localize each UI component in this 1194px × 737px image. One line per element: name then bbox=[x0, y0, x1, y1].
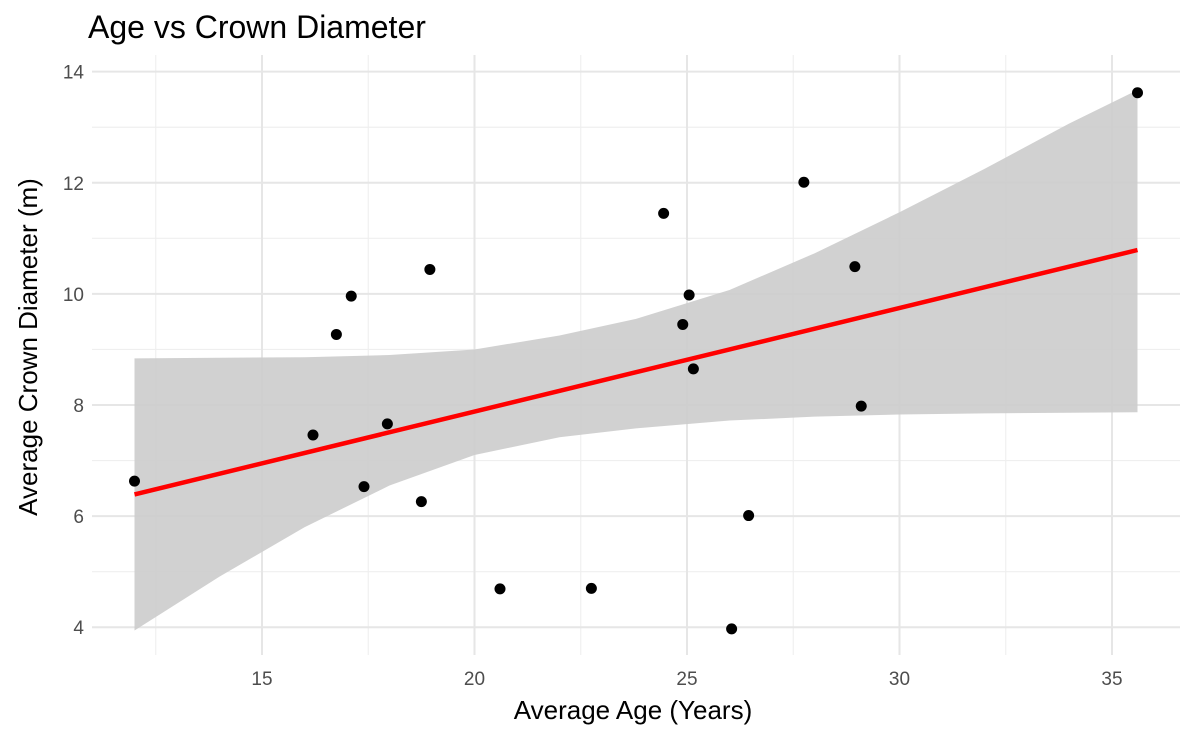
y-axis-label: Average Crown Diameter (m) bbox=[13, 178, 43, 516]
data-point-13 bbox=[687, 363, 699, 375]
confidence-band bbox=[134, 90, 1138, 631]
y-tick-label-5: 14 bbox=[63, 63, 85, 84]
data-point-12 bbox=[683, 289, 695, 301]
confidence-band-layer bbox=[134, 90, 1138, 631]
data-point-4 bbox=[358, 481, 370, 493]
x-axis-label: Average Age (Years) bbox=[514, 695, 753, 725]
data-point-0 bbox=[129, 475, 140, 487]
y-tick-label-0: 4 bbox=[73, 618, 84, 639]
data-point-11 bbox=[677, 318, 689, 330]
chart-title: Age vs Crown Diameter bbox=[88, 9, 426, 45]
data-point-5 bbox=[381, 418, 393, 430]
data-point-2 bbox=[330, 328, 342, 340]
data-point-10 bbox=[658, 207, 670, 219]
data-point-14 bbox=[726, 623, 738, 635]
data-point-16 bbox=[798, 176, 810, 188]
data-point-9 bbox=[585, 582, 597, 594]
y-tick-label-3: 10 bbox=[63, 285, 84, 306]
regression-line bbox=[133, 247, 1139, 497]
y-tick-label-2: 8 bbox=[73, 396, 84, 417]
x-tick-label-0: 15 bbox=[251, 669, 272, 690]
data-points bbox=[129, 87, 1143, 635]
data-point-3 bbox=[345, 290, 357, 302]
data-point-6 bbox=[415, 496, 427, 508]
data-point-17 bbox=[849, 261, 861, 273]
data-point-8 bbox=[494, 583, 506, 595]
fit-line-layer bbox=[133, 247, 1139, 497]
y-tick-label-1: 6 bbox=[73, 507, 84, 528]
data-point-1 bbox=[307, 429, 319, 441]
data-point-15 bbox=[743, 510, 755, 522]
x-axis-ticks: 15 20 25 30 35 bbox=[251, 669, 1122, 690]
data-point-19 bbox=[1132, 87, 1143, 99]
x-tick-label-1: 20 bbox=[464, 669, 485, 690]
x-tick-label-2: 25 bbox=[676, 669, 697, 690]
data-point-18 bbox=[855, 400, 867, 412]
x-tick-label-3: 30 bbox=[889, 669, 910, 690]
x-tick-label-4: 35 bbox=[1101, 669, 1122, 690]
data-point-7 bbox=[424, 263, 436, 275]
y-tick-label-4: 12 bbox=[63, 174, 84, 195]
y-axis-ticks: 4 6 8 10 12 14 bbox=[63, 63, 85, 640]
